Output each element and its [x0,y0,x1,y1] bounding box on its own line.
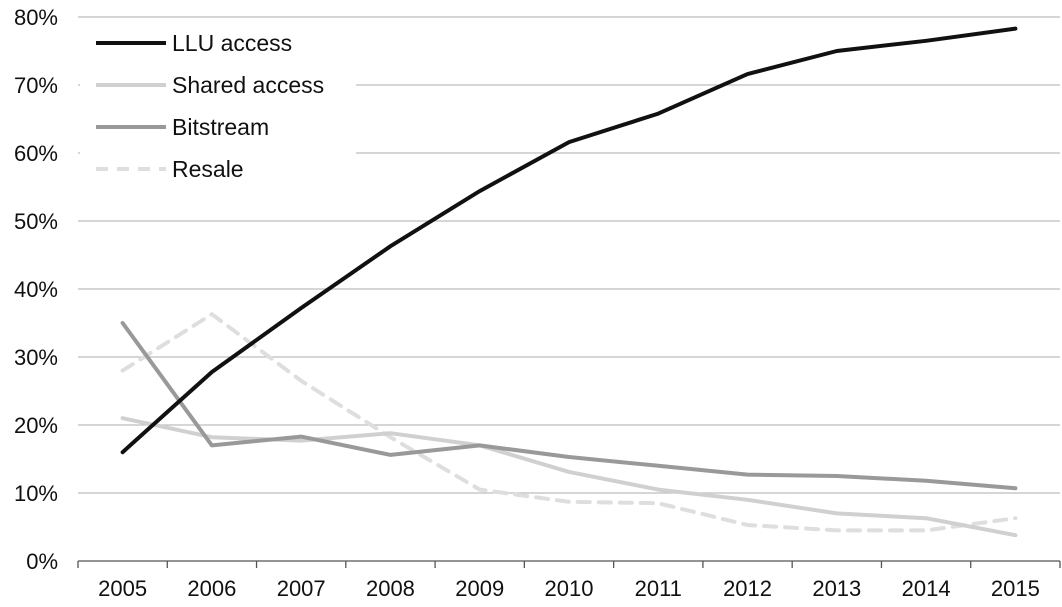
legend-label: Shared access [172,72,324,98]
y-tick-label: 10% [14,481,58,506]
y-tick-label: 70% [14,73,58,98]
x-tick-label: 2014 [902,576,951,601]
x-tick-label: 2007 [277,576,326,601]
x-tick-label: 2006 [187,576,236,601]
series-lines [120,26,1018,538]
legend: LLU access Shared access Bitstream Resale [80,20,356,196]
x-tick-label: 2013 [812,576,861,601]
x-tick-label: 2010 [545,576,594,601]
legend-label: Resale [172,156,244,182]
x-tick-label: 2015 [991,576,1040,601]
x-axis: 2005 2006 2007 2008 2009 2010 2011 2012 2013 2014… [77,560,1061,601]
y-tick-label: 50% [14,209,58,234]
x-tick-label: 2011 [635,576,682,601]
series-line-resale [120,312,1018,533]
x-tick-label: 2012 [723,576,772,601]
y-tick-label: 0% [26,549,58,574]
legend-label: LLU access [172,30,292,56]
legend-label: Bitstream [172,114,269,140]
x-tick-label: 2008 [366,576,415,601]
y-tick-label: 60% [14,141,58,166]
y-tick-label: 30% [14,345,58,370]
x-tick-label: 2009 [455,576,504,601]
y-tick-label: 80% [14,5,58,30]
y-tick-label: 20% [14,413,58,438]
y-axis-tick-labels: 0% 10% 20% 30% 40% 50% 60% 70% 80% [14,5,58,574]
legend-background [80,20,356,196]
series-line-bitstream [120,321,1018,491]
series-line-llu-access [120,26,1018,455]
y-tick-label: 40% [14,277,58,302]
x-tick-label: 2005 [98,576,147,601]
